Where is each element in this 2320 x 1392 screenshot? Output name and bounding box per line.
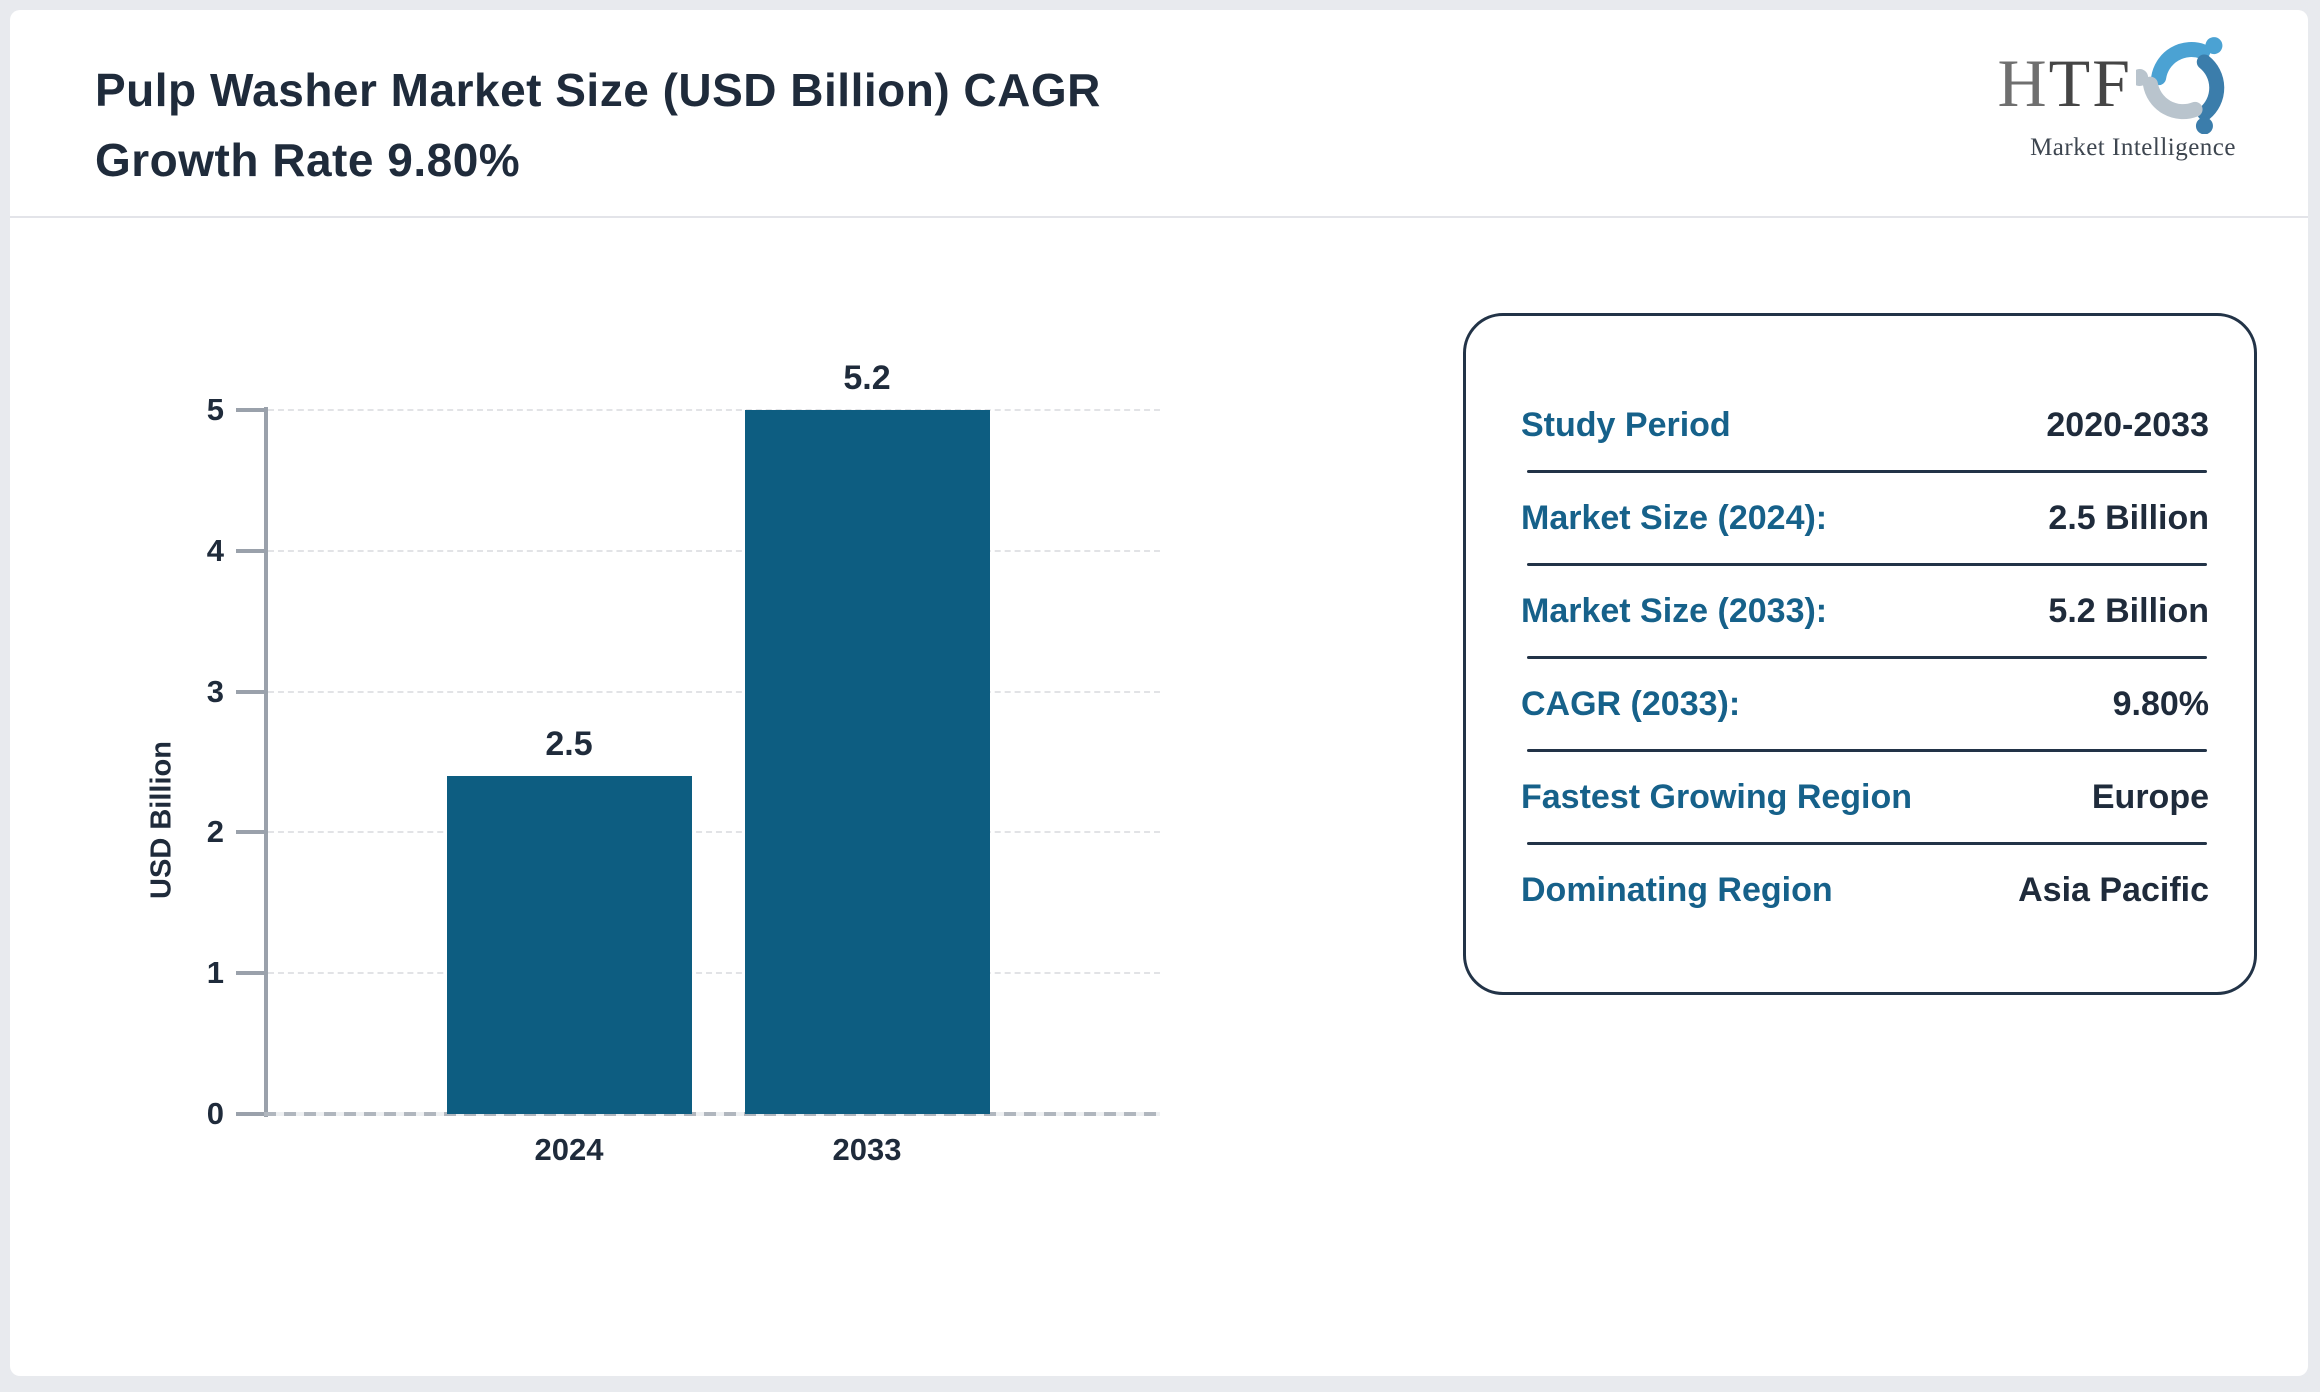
gridline bbox=[268, 409, 1160, 411]
x-tick-label: 2033 bbox=[832, 1132, 902, 1167]
gridline bbox=[268, 831, 1160, 834]
x-axis-line bbox=[264, 1112, 1160, 1116]
y-tick bbox=[236, 689, 264, 694]
htf-logo-row: HTF bbox=[1998, 32, 2236, 134]
y-tick-label: 0 bbox=[206, 1096, 224, 1131]
htf-logo-subtext: Market Intelligence bbox=[2030, 134, 2236, 161]
y-tick-label: 5 bbox=[206, 392, 224, 427]
bar-chart-plot-area: 0 1 2 3 4 5 2.5 2024 5.2 2033 bbox=[207, 359, 1160, 1167]
info-row: CAGR (2033): 9.80% bbox=[1521, 678, 2209, 730]
bar-2024 bbox=[446, 775, 692, 1114]
info-row-value: 9.80% bbox=[2112, 684, 2209, 723]
y-tick-label: 3 bbox=[206, 673, 224, 709]
info-row-value: 5.2 Billion bbox=[2048, 591, 2209, 630]
y-tick bbox=[236, 971, 264, 976]
y-axis-title: USD Billion bbox=[145, 741, 178, 899]
info-row-label: Market Size (2033): bbox=[1521, 591, 1828, 630]
info-row: Market Size (2024): 2.5 Billion bbox=[1521, 492, 2209, 544]
htf-logo: HTF bbox=[1998, 32, 2236, 162]
htf-swirl-icon bbox=[2136, 37, 2225, 134]
row-separator bbox=[1527, 656, 2207, 659]
info-row: Study Period 2020-2033 bbox=[1521, 399, 2209, 451]
info-row-value: Asia Pacific bbox=[2018, 870, 2209, 909]
row-separator bbox=[1527, 842, 2207, 845]
bar-value-label: 5.2 bbox=[843, 359, 891, 397]
y-tick bbox=[236, 548, 264, 553]
htf-logo-letter-h: H bbox=[1997, 45, 2049, 121]
content-card: Pulp Washer Market Size (USD Billion) CA… bbox=[10, 10, 2308, 1376]
bar-2033 bbox=[744, 410, 990, 1114]
y-tick-label: 4 bbox=[206, 532, 224, 568]
info-panel: Study Period 2020-2033 Market Size (2024):… bbox=[1463, 313, 2257, 995]
x-tick-label: 2024 bbox=[534, 1132, 604, 1167]
y-tick bbox=[236, 830, 264, 835]
header-divider bbox=[10, 216, 2308, 218]
page-title-line1: Pulp Washer Market Size (USD Billion) CA… bbox=[95, 64, 1101, 116]
row-separator bbox=[1527, 563, 2207, 566]
gridline bbox=[268, 690, 1160, 693]
row-separator bbox=[1527, 749, 2207, 752]
info-row-label: Study Period bbox=[1521, 405, 1731, 444]
info-row-value: 2.5 Billion bbox=[2048, 498, 2209, 537]
info-row-label: Dominating Region bbox=[1521, 870, 1833, 909]
htf-logo-letters-tf: TF bbox=[2048, 45, 2132, 121]
info-row: Market Size (2033): 5.2 Billion bbox=[1521, 585, 2209, 637]
info-row-label: CAGR (2033): bbox=[1521, 684, 1741, 723]
gridline bbox=[268, 972, 1160, 975]
page-title: Pulp Washer Market Size (USD Billion) CA… bbox=[95, 55, 1101, 195]
y-tick bbox=[236, 1112, 264, 1116]
y-tick-label: 2 bbox=[206, 814, 224, 850]
info-row: Fastest Growing Region Europe bbox=[1521, 771, 2209, 823]
y-tick bbox=[236, 408, 264, 412]
gridline bbox=[268, 549, 1160, 552]
row-separator bbox=[1527, 470, 2207, 473]
info-panel-rows: Study Period 2020-2033 Market Size (2024):… bbox=[1521, 316, 2209, 992]
info-row-label: Fastest Growing Region bbox=[1521, 777, 1913, 816]
info-row-value: 2020-2033 bbox=[2046, 405, 2209, 444]
y-axis-line bbox=[264, 407, 268, 1117]
y-tick-label: 1 bbox=[206, 955, 224, 991]
info-row-value: Europe bbox=[2091, 777, 2209, 816]
htf-logo-text: HTF bbox=[1998, 49, 2132, 117]
info-row: Dominating Region Asia Pacific bbox=[1521, 864, 2209, 916]
bar-value-label: 2.5 bbox=[545, 724, 593, 763]
info-row-label: Market Size (2024): bbox=[1521, 498, 1828, 537]
page-title-line2: Growth Rate 9.80% bbox=[95, 134, 521, 186]
